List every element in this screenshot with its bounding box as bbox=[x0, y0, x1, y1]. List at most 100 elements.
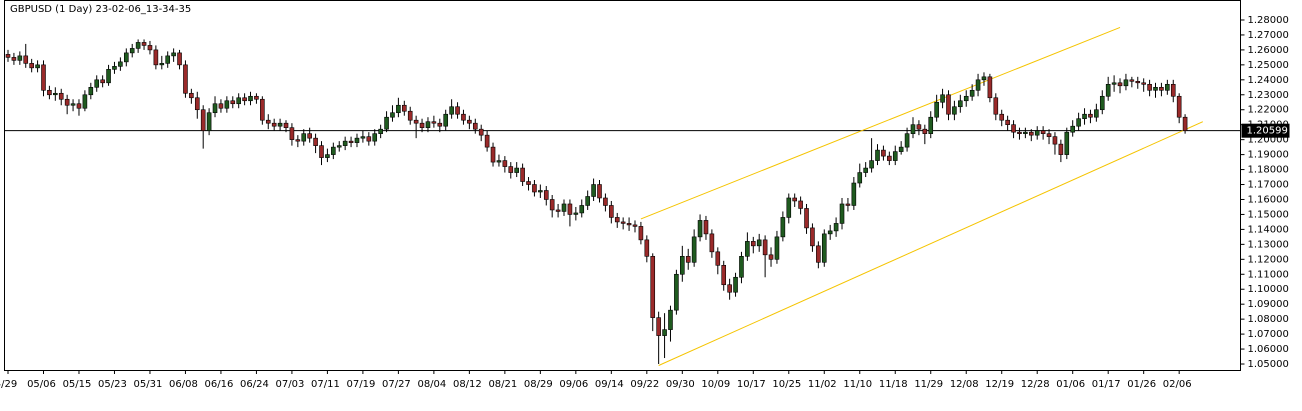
candle-body bbox=[82, 94, 88, 109]
x-tick-label: 4/29 bbox=[0, 379, 17, 390]
x-tick-label: 01/26 bbox=[1127, 379, 1156, 390]
candle-body bbox=[691, 236, 697, 263]
candle-body bbox=[372, 133, 378, 142]
candle-body bbox=[467, 119, 472, 124]
x-tick-label: 12/08 bbox=[950, 379, 979, 390]
candle-body bbox=[650, 256, 656, 318]
candle-body bbox=[1117, 82, 1123, 87]
candle-body bbox=[437, 122, 443, 127]
x-tick-label: 10/25 bbox=[772, 379, 801, 390]
candle-body bbox=[490, 146, 496, 163]
candle-body bbox=[786, 197, 792, 218]
candle-body bbox=[419, 122, 425, 128]
candle-body bbox=[396, 104, 401, 114]
candle-body bbox=[1076, 118, 1081, 127]
x-tick-label: 07/27 bbox=[382, 379, 411, 390]
y-tick-label: 1.18000 bbox=[1248, 165, 1289, 176]
candle-body bbox=[857, 172, 863, 184]
candle-body bbox=[603, 197, 608, 206]
candle-body bbox=[585, 196, 590, 206]
candle-body bbox=[1017, 131, 1022, 134]
candle-body bbox=[892, 151, 898, 161]
y-tick-label: 1.20000 bbox=[1248, 135, 1289, 146]
x-tick-label: 08/21 bbox=[488, 379, 517, 390]
y-tick-label: 1.10000 bbox=[1248, 284, 1289, 295]
candle-body bbox=[715, 251, 721, 266]
candle-body bbox=[662, 329, 667, 336]
candle-body bbox=[47, 89, 52, 96]
candle-body bbox=[1129, 79, 1135, 82]
candle-body bbox=[366, 136, 372, 142]
candle-body bbox=[1147, 84, 1152, 91]
candle-body bbox=[845, 203, 851, 206]
x-tick-label: 11/02 bbox=[808, 379, 837, 390]
candle-body bbox=[147, 45, 153, 51]
candle-body bbox=[58, 92, 64, 100]
candle-body bbox=[626, 223, 632, 226]
candle-body bbox=[301, 133, 307, 142]
candle-body bbox=[993, 97, 999, 115]
y-tick-label: 1.24000 bbox=[1248, 75, 1289, 86]
candle-body bbox=[100, 79, 105, 84]
candle-body bbox=[449, 106, 454, 115]
candle-body bbox=[124, 52, 129, 63]
candle-body bbox=[265, 119, 271, 124]
candle-body bbox=[703, 220, 709, 235]
y-tick-label: 1.06000 bbox=[1248, 344, 1289, 355]
candle-body bbox=[260, 98, 265, 121]
candle-body bbox=[402, 104, 407, 112]
candle-body bbox=[609, 205, 614, 218]
candle-body bbox=[35, 64, 40, 69]
candle-body bbox=[271, 122, 277, 127]
candle-body bbox=[839, 203, 845, 224]
x-tick-label: 12/19 bbox=[985, 379, 1014, 390]
candle-body bbox=[76, 103, 82, 109]
candle-body bbox=[709, 233, 715, 253]
x-tick-label: 06/16 bbox=[205, 379, 234, 390]
x-tick-label: 09/06 bbox=[559, 379, 588, 390]
x-tick-label: 09/22 bbox=[630, 379, 659, 390]
y-tick-label: 1.19000 bbox=[1248, 150, 1289, 161]
candle-body bbox=[756, 239, 762, 247]
candle-body bbox=[277, 122, 283, 127]
candle-body bbox=[484, 134, 490, 148]
candle-body bbox=[987, 76, 993, 99]
candle-body bbox=[88, 86, 94, 96]
candle-body bbox=[159, 63, 165, 66]
candle-body bbox=[1082, 113, 1087, 120]
candle-body bbox=[378, 128, 383, 134]
y-tick-label: 1.16000 bbox=[1248, 194, 1289, 205]
candle-body bbox=[1135, 81, 1141, 84]
candle-body bbox=[875, 149, 880, 161]
candle-body bbox=[869, 160, 874, 169]
candle-body bbox=[413, 119, 419, 124]
candle-body bbox=[532, 184, 537, 193]
candle-body bbox=[135, 42, 141, 49]
y-tick-label: 1.09000 bbox=[1248, 299, 1289, 310]
y-tick-label: 1.25000 bbox=[1248, 60, 1289, 71]
candle-body bbox=[750, 241, 756, 247]
candle-body bbox=[200, 109, 206, 131]
candle-body bbox=[455, 106, 460, 115]
candle-body bbox=[53, 92, 58, 96]
candle-body bbox=[478, 128, 484, 136]
candle-body bbox=[206, 112, 212, 131]
candle-body bbox=[810, 227, 815, 247]
candle-body bbox=[792, 197, 797, 202]
candle-body bbox=[668, 309, 673, 330]
x-tick-label: 07/19 bbox=[346, 379, 375, 390]
channel-line bbox=[658, 121, 1204, 366]
candle-body bbox=[496, 160, 502, 163]
candle-body bbox=[910, 124, 916, 134]
candle-body bbox=[218, 103, 224, 109]
candle-body bbox=[1052, 136, 1058, 145]
x-tick-label: 06/24 bbox=[240, 379, 269, 390]
candle-body bbox=[999, 113, 1005, 121]
candle-body bbox=[851, 182, 857, 206]
candle-body bbox=[189, 92, 194, 99]
candle-body bbox=[1058, 143, 1064, 155]
x-tick-label: 07/11 bbox=[311, 379, 340, 390]
x-tick-label: 10/17 bbox=[737, 379, 766, 390]
candle-body bbox=[354, 137, 360, 143]
